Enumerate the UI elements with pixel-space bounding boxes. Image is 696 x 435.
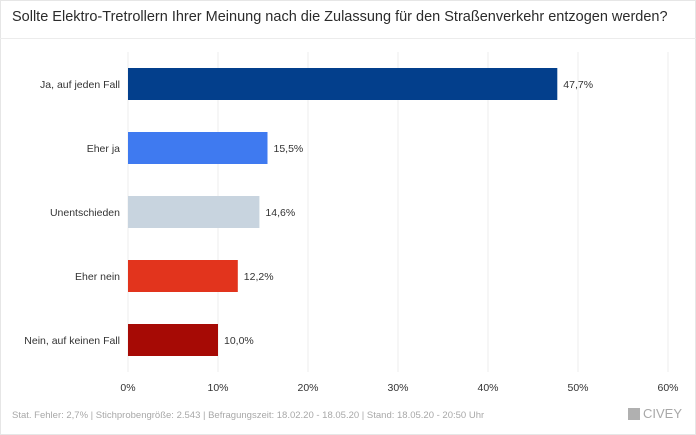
bar bbox=[128, 260, 238, 292]
bar bbox=[128, 324, 218, 356]
civey-logo: CIVEY bbox=[627, 406, 682, 421]
logo-text: CIVEY bbox=[642, 406, 682, 421]
title-divider bbox=[0, 38, 696, 39]
category-label: Unentschieden bbox=[50, 207, 120, 219]
bar bbox=[128, 196, 260, 228]
category-label: Eher nein bbox=[75, 271, 120, 283]
bar bbox=[128, 132, 268, 164]
civey-logo-icon bbox=[627, 407, 640, 420]
x-tick-label: 20% bbox=[297, 382, 318, 394]
x-tick-label: 60% bbox=[657, 382, 678, 394]
x-tick-label: 50% bbox=[567, 382, 588, 394]
x-tick-label: 40% bbox=[477, 382, 498, 394]
category-label: Nein, auf keinen Fall bbox=[24, 335, 120, 347]
x-tick-label: 30% bbox=[387, 382, 408, 394]
data-label: 14,6% bbox=[265, 207, 295, 219]
x-tick-label: 10% bbox=[207, 382, 228, 394]
data-label: 12,2% bbox=[244, 271, 274, 283]
category-label: Ja, auf jeden Fall bbox=[40, 79, 120, 91]
data-label: 10,0% bbox=[224, 335, 254, 347]
data-label: 47,7% bbox=[563, 79, 593, 91]
x-tick-label: 0% bbox=[120, 382, 135, 394]
category-label: Eher ja bbox=[87, 143, 120, 155]
data-label: 15,5% bbox=[274, 143, 304, 155]
chart-title: Sollte Elektro-Tretrollern Ihrer Meinung… bbox=[12, 9, 668, 25]
footer-meta: Stat. Fehler: 2,7% | Stichprobengröße: 2… bbox=[12, 410, 485, 421]
bar bbox=[128, 68, 558, 100]
